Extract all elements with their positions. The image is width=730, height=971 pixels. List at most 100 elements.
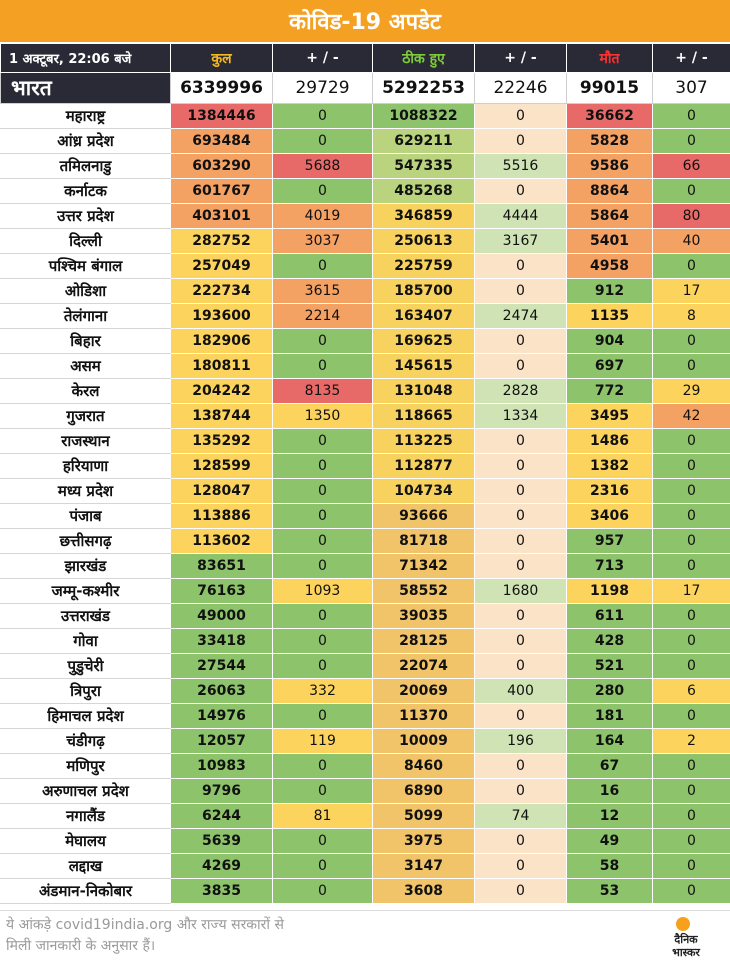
india-deaths-change: 307 [653, 73, 730, 104]
state-recovered: 1088322 [373, 104, 475, 129]
dainik-bhaskar-logo: दैनिक भास्कर [656, 917, 716, 965]
state-recovered: 169625 [373, 329, 475, 354]
state-deaths: 280 [567, 679, 653, 704]
state-total: 135292 [171, 429, 273, 454]
state-recovered-change: 0 [475, 354, 567, 379]
header-row: 1 अक्टूबर, 22:06 बजे कुल + / - ठीक हुए +… [1, 44, 730, 73]
india-recovered: 5292253 [373, 73, 475, 104]
state-name: जम्मू-कश्मीर [1, 579, 171, 604]
india-total-change: 29729 [273, 73, 373, 104]
state-deaths: 5828 [567, 129, 653, 154]
state-name: उत्तराखंड [1, 604, 171, 629]
state-deaths: 904 [567, 329, 653, 354]
state-total-change: 0 [273, 854, 373, 879]
state-name: हिमाचल प्रदेश [1, 704, 171, 729]
state-recovered-change: 0 [475, 854, 567, 879]
state-name: मणिपुर [1, 754, 171, 779]
state-total: 5639 [171, 829, 273, 854]
state-recovered: 39035 [373, 604, 475, 629]
state-total-change: 3037 [273, 229, 373, 254]
india-row: भारत 6339996 29729 5292253 22246 99015 3… [1, 73, 730, 104]
total-change-header: + / - [273, 44, 373, 73]
state-recovered: 3975 [373, 829, 475, 854]
state-recovered-change: 0 [475, 504, 567, 529]
state-recovered-change: 0 [475, 654, 567, 679]
state-total: 4269 [171, 854, 273, 879]
state-name: त्रिपुरा [1, 679, 171, 704]
state-total: 6244 [171, 804, 273, 829]
state-deaths: 772 [567, 379, 653, 404]
state-name: झारखंड [1, 554, 171, 579]
state-total-change: 0 [273, 104, 373, 129]
state-deaths: 611 [567, 604, 653, 629]
state-name: कर्नाटक [1, 179, 171, 204]
state-recovered: 3147 [373, 854, 475, 879]
state-deaths: 181 [567, 704, 653, 729]
state-recovered: 112877 [373, 454, 475, 479]
state-deaths-change: 0 [653, 654, 730, 679]
state-recovered-change: 3167 [475, 229, 567, 254]
state-deaths: 912 [567, 279, 653, 304]
state-name: केरल [1, 379, 171, 404]
state-name: अरुणाचल प्रदेश [1, 779, 171, 804]
state-deaths: 713 [567, 554, 653, 579]
state-deaths-change: 17 [653, 579, 730, 604]
date-header: 1 अक्टूबर, 22:06 बजे [1, 44, 171, 73]
state-total: 113602 [171, 529, 273, 554]
state-total: 12057 [171, 729, 273, 754]
state-name: छत्तीसगढ़ [1, 529, 171, 554]
state-name: पुडुचेरी [1, 654, 171, 679]
state-recovered: 629211 [373, 129, 475, 154]
state-recovered: 58552 [373, 579, 475, 604]
state-total: 14976 [171, 704, 273, 729]
state-recovered-change: 5516 [475, 154, 567, 179]
total-header: कुल [171, 44, 273, 73]
state-recovered: 10009 [373, 729, 475, 754]
state-total-change: 0 [273, 479, 373, 504]
state-total-change: 0 [273, 429, 373, 454]
state-recovered: 185700 [373, 279, 475, 304]
state-name: नगालैंड [1, 804, 171, 829]
state-deaths-change: 0 [653, 554, 730, 579]
state-deaths-change: 0 [653, 429, 730, 454]
state-total-change: 0 [273, 654, 373, 679]
state-deaths-change: 0 [653, 479, 730, 504]
state-name: हरियाणा [1, 454, 171, 479]
state-deaths-change: 0 [653, 829, 730, 854]
state-recovered-change: 0 [475, 254, 567, 279]
state-name: गुजरात [1, 404, 171, 429]
state-recovered-change: 0 [475, 529, 567, 554]
state-recovered-change: 0 [475, 104, 567, 129]
state-recovered-change: 0 [475, 454, 567, 479]
state-deaths-change: 0 [653, 854, 730, 879]
state-recovered-change: 400 [475, 679, 567, 704]
state-name: तेलंगाना [1, 304, 171, 329]
state-deaths: 12 [567, 804, 653, 829]
state-deaths-change: 0 [653, 529, 730, 554]
state-total-change: 0 [273, 754, 373, 779]
state-recovered: 250613 [373, 229, 475, 254]
state-total-change: 81 [273, 804, 373, 829]
state-deaths: 2316 [567, 479, 653, 504]
state-recovered: 145615 [373, 354, 475, 379]
deaths-change-header: + / - [653, 44, 730, 73]
state-recovered: 81718 [373, 529, 475, 554]
state-recovered-change: 2828 [475, 379, 567, 404]
state-name: तमिलनाडु [1, 154, 171, 179]
state-total-change: 4019 [273, 204, 373, 229]
state-name: पश्चिम बंगाल [1, 254, 171, 279]
state-recovered: 225759 [373, 254, 475, 279]
state-recovered-change: 4444 [475, 204, 567, 229]
state-total-change: 8135 [273, 379, 373, 404]
